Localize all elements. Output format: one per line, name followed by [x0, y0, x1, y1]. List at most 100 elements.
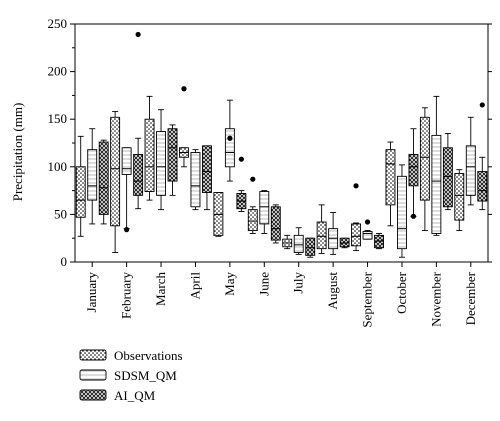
box-ai-qm [167, 124, 178, 196]
outlier-point [479, 102, 485, 108]
legend-label: Observations [114, 348, 183, 363]
box-observations [454, 169, 465, 232]
box-sdsm-qm [397, 164, 407, 258]
box-observations [213, 192, 224, 237]
box-body [397, 175, 407, 250]
box-sdsm-qm [328, 212, 339, 255]
box-body [202, 145, 212, 193]
box-ai-qm [98, 139, 109, 225]
box-body [247, 209, 258, 232]
box-sdsm-qm [190, 149, 201, 211]
x-tick-label: October [394, 271, 409, 314]
box-body [98, 141, 109, 215]
box-observations [419, 107, 430, 232]
box-ai-qm [408, 128, 419, 219]
x-axis: January February March April May June July Augu… [84, 262, 478, 328]
legend: Observations SDSM_QM AI_QM [79, 348, 183, 403]
outlier-point [135, 31, 141, 38]
box-ai-qm [442, 133, 453, 211]
box-body [362, 231, 373, 240]
x-tick-label: March [153, 272, 168, 306]
legend-swatch [79, 389, 107, 401]
box-observations [144, 95, 155, 201]
box-body [465, 145, 476, 196]
outlier-point [181, 86, 187, 92]
legend-swatch [79, 349, 107, 361]
outlier-point [353, 183, 359, 189]
x-tick-label: June [256, 272, 271, 296]
x-tick-label: November [428, 271, 443, 327]
box-ai-qm [236, 156, 247, 212]
x-tick-label: August [325, 272, 340, 310]
box-sdsm-qm [224, 99, 235, 182]
x-tick-label: May [222, 272, 237, 296]
box-body [190, 152, 201, 208]
box-body [477, 171, 488, 202]
box-sdsm-qm [431, 95, 442, 236]
y-tick-label: 0 [61, 254, 68, 269]
box-body [408, 153, 419, 187]
box-observations [385, 141, 396, 227]
box-body [351, 223, 361, 247]
box-series-group [75, 31, 488, 258]
box-sdsm-qm [465, 116, 476, 206]
box-ai-qm [133, 31, 144, 210]
box-body [110, 116, 121, 227]
box-body [316, 221, 327, 250]
box-body [144, 118, 155, 193]
box-body [259, 191, 270, 225]
legend-label: SDSM_QM [114, 368, 177, 383]
box-observations [110, 111, 121, 253]
box-observations [179, 86, 189, 168]
y-tick-label: 250 [48, 16, 68, 31]
box-body [224, 128, 235, 168]
outlier-point [364, 219, 371, 225]
box-ai-qm [477, 102, 488, 211]
outlier-point [410, 213, 417, 219]
outlier-point [124, 227, 130, 233]
box-body [121, 147, 132, 175]
x-tick-label: April [187, 272, 202, 300]
box-body [87, 149, 98, 201]
box-observations [282, 234, 293, 250]
box-ai-qm [339, 237, 350, 249]
box-observations [247, 176, 258, 234]
x-tick-label: September [360, 271, 375, 327]
y-tick-label: 200 [48, 64, 68, 79]
box-sdsm-qm [87, 128, 98, 225]
y-tick-label: 100 [48, 159, 68, 174]
x-tick-label: January [84, 272, 99, 313]
y-axis-label: Precipitation (mm) [10, 103, 25, 202]
y-tick-label: 150 [48, 111, 68, 126]
box-observations [316, 204, 327, 254]
box-body [419, 116, 430, 201]
outlier-point [227, 135, 233, 141]
box-body [270, 206, 281, 241]
box-ai-qm [374, 232, 384, 250]
outlier-point [250, 176, 256, 182]
x-tick-label: December [463, 271, 478, 325]
box-sdsm-qm [121, 147, 132, 233]
box-observations [75, 135, 86, 237]
y-tick-label: 50 [54, 206, 67, 221]
box-observations [351, 183, 361, 252]
box-ai-qm [202, 145, 212, 211]
x-tick-label: February [119, 272, 134, 319]
box-sdsm-qm [293, 227, 304, 255]
box-ai-qm [270, 204, 281, 244]
box-sdsm-qm [362, 219, 373, 240]
box-body [75, 166, 86, 218]
box-body [305, 237, 316, 256]
box-body [293, 234, 304, 253]
box-ai-qm [305, 237, 316, 258]
box-sdsm-qm [259, 190, 270, 234]
box-body [133, 153, 144, 196]
box-body [385, 149, 396, 206]
box-body [431, 134, 442, 234]
box-sdsm-qm [156, 109, 166, 211]
box-body [442, 147, 453, 208]
outlier-point [238, 156, 244, 162]
box-body [454, 173, 465, 221]
x-tick-label: July [291, 272, 306, 294]
